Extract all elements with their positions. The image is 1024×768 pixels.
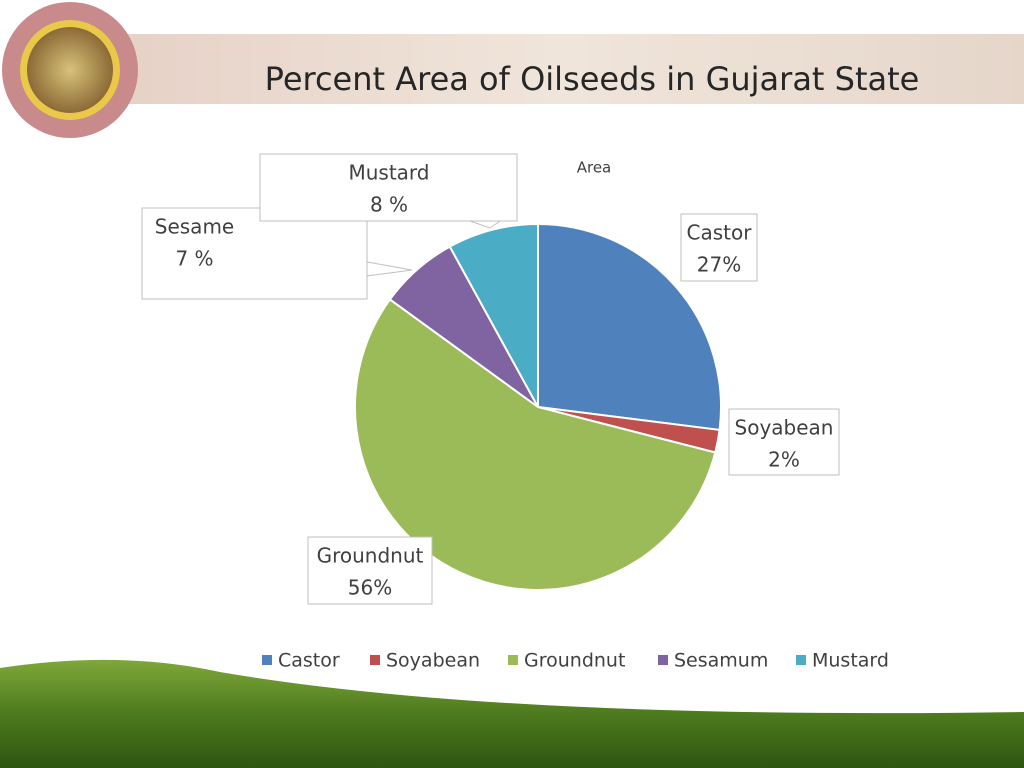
legend-label: Mustard: [812, 650, 889, 672]
pie-slice: [354, 298, 717, 591]
legend-label: Sesamum: [674, 650, 768, 672]
callout-box: [141, 207, 368, 300]
data-label-value: 27%: [697, 253, 741, 277]
data-label-value: 8 %: [370, 193, 408, 217]
data-labels: Castor 27% Soyabean 2% Groundnut 56% Sesame 7 %…: [141, 153, 840, 605]
legend-label: Castor: [278, 650, 340, 672]
callout-pointer: [366, 261, 413, 277]
legend-label: Groundnut: [524, 650, 625, 672]
slide-title: Percent Area of Oilseeds in Gujarat Stat…: [265, 60, 920, 98]
pie-slice: [537, 222, 722, 432]
callout-pointer: [469, 220, 501, 229]
field-image: [0, 659, 1024, 768]
data-label-name: Soyabean: [735, 416, 834, 440]
data-label-name: Mustard: [348, 161, 429, 185]
legend-swatch: [796, 655, 806, 665]
callout-box: [307, 536, 433, 605]
banner-fade: [100, 34, 1024, 104]
legend-swatch: [658, 655, 668, 665]
callout-box: [259, 153, 518, 222]
logo-inner: [27, 27, 113, 113]
chart-title: Area: [577, 159, 612, 177]
legend-swatch: [508, 655, 518, 665]
callout-box: [728, 408, 840, 476]
data-label-value: 56%: [348, 576, 392, 600]
pie-slice: [448, 222, 539, 408]
legend: Castor Soyabean Groundnut Sesamum Mustard: [262, 650, 889, 672]
pie: [354, 222, 722, 591]
data-label-name: Sesame: [155, 215, 234, 239]
title-banner: [100, 34, 1024, 104]
data-label-value: 2%: [768, 448, 800, 472]
callout-box: [680, 213, 758, 282]
legend-label: Soyabean: [386, 650, 480, 672]
data-label-name: Groundnut: [317, 544, 424, 568]
data-label-value: 7 %: [175, 247, 213, 271]
data-label-name: Castor: [687, 221, 753, 245]
legend-swatch: [370, 655, 380, 665]
legend-swatch: [262, 655, 272, 665]
